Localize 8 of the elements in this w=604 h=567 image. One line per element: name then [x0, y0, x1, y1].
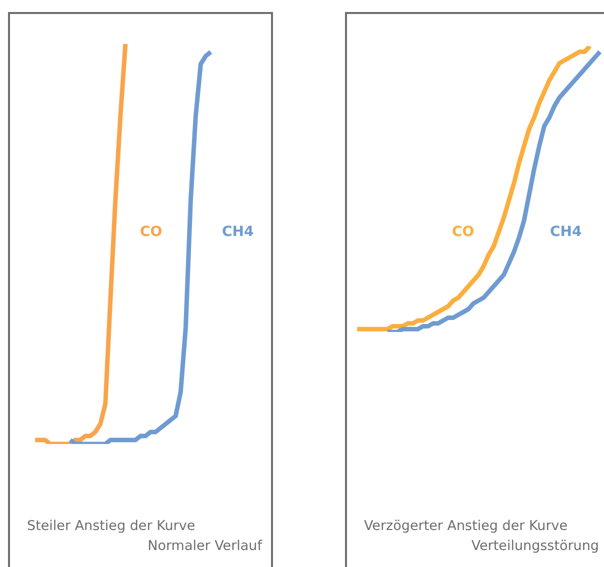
- text: Verteilungsstörung: [471, 538, 599, 554]
- text: Normaler Verlauf: [148, 538, 262, 554]
- text: Steiler Anstieg der Kurve: [27, 518, 196, 534]
- series-label: CO: [452, 224, 474, 240]
- text: Verzögerter Anstieg der Kurve: [364, 518, 568, 534]
- text: CH4: [222, 224, 254, 240]
- series-label: CH4: [550, 224, 582, 240]
- series-label: CO: [140, 224, 162, 240]
